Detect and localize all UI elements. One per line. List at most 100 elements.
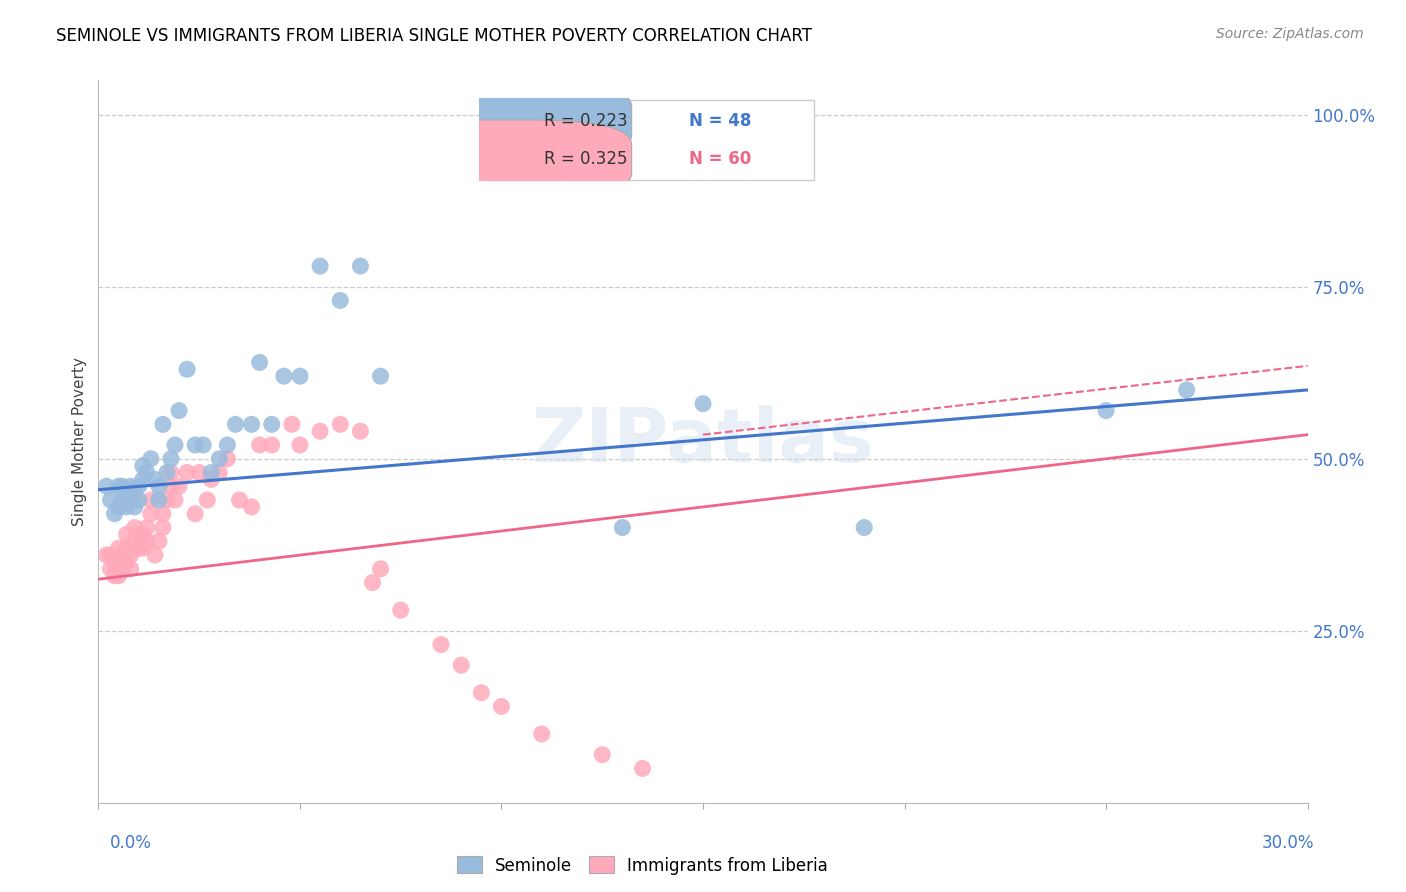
Point — [329, 293, 352, 308]
Point — [152, 507, 174, 521]
Point — [111, 493, 134, 508]
Point — [132, 458, 155, 473]
Point — [470, 686, 492, 700]
Point — [132, 541, 155, 556]
Point — [430, 638, 453, 652]
Point — [1175, 383, 1198, 397]
Point — [370, 562, 392, 576]
Point — [184, 507, 207, 521]
Point — [349, 424, 371, 438]
Point — [249, 355, 271, 369]
Point — [692, 397, 714, 411]
Point — [228, 493, 250, 508]
Point — [107, 555, 129, 569]
Point — [152, 417, 174, 432]
Point — [217, 451, 239, 466]
Point — [156, 466, 179, 480]
Point — [107, 500, 129, 514]
Point — [124, 486, 146, 500]
Point — [120, 493, 142, 508]
Point — [288, 369, 311, 384]
Point — [100, 548, 122, 562]
Point — [160, 479, 183, 493]
Point — [309, 424, 332, 438]
Point — [115, 527, 138, 541]
Text: SEMINOLE VS IMMIGRANTS FROM LIBERIA SINGLE MOTHER POVERTY CORRELATION CHART: SEMINOLE VS IMMIGRANTS FROM LIBERIA SING… — [56, 27, 813, 45]
Text: 0.0%: 0.0% — [110, 834, 152, 852]
Point — [612, 520, 634, 534]
Point — [124, 534, 146, 549]
Point — [111, 562, 134, 576]
Point — [184, 438, 207, 452]
Point — [124, 500, 146, 514]
Point — [115, 500, 138, 514]
Point — [143, 472, 166, 486]
Point — [111, 548, 134, 562]
Point — [128, 479, 150, 493]
Point — [249, 438, 271, 452]
Point — [163, 493, 186, 508]
Text: Source: ZipAtlas.com: Source: ZipAtlas.com — [1216, 27, 1364, 41]
Point — [240, 500, 263, 514]
Point — [273, 369, 295, 384]
Point — [208, 466, 231, 480]
Point — [240, 417, 263, 432]
Point — [200, 472, 222, 486]
Point — [120, 479, 142, 493]
Point — [260, 438, 283, 452]
Point — [100, 562, 122, 576]
Point — [107, 568, 129, 582]
Point — [288, 438, 311, 452]
Point — [103, 507, 125, 521]
Point — [631, 761, 654, 775]
Point — [450, 658, 472, 673]
Text: ZIPatlas: ZIPatlas — [531, 405, 875, 478]
Point — [370, 369, 392, 384]
Point — [107, 541, 129, 556]
Point — [167, 403, 190, 417]
Point — [281, 417, 304, 432]
Point — [361, 575, 384, 590]
Point — [591, 747, 613, 762]
Point — [193, 438, 215, 452]
Point — [96, 479, 118, 493]
Point — [135, 534, 157, 549]
Point — [139, 507, 162, 521]
Point — [491, 699, 513, 714]
Point — [163, 438, 186, 452]
Point — [200, 466, 222, 480]
Point — [124, 520, 146, 534]
Point — [143, 548, 166, 562]
Point — [132, 527, 155, 541]
Point — [103, 568, 125, 582]
Point — [156, 493, 179, 508]
Point — [224, 417, 246, 432]
Point — [120, 548, 142, 562]
Point — [260, 417, 283, 432]
Point — [329, 417, 352, 432]
Point — [128, 527, 150, 541]
Point — [160, 466, 183, 480]
Point — [135, 466, 157, 480]
Y-axis label: Single Mother Poverty: Single Mother Poverty — [72, 357, 87, 526]
Legend: Seminole, Immigrants from Liberia: Seminole, Immigrants from Liberia — [450, 850, 835, 881]
Point — [208, 451, 231, 466]
Point — [132, 472, 155, 486]
Point — [96, 548, 118, 562]
Text: 30.0%: 30.0% — [1263, 834, 1315, 852]
Point — [148, 534, 170, 549]
Point — [115, 541, 138, 556]
Point — [120, 562, 142, 576]
Point — [107, 479, 129, 493]
Point — [349, 259, 371, 273]
Point — [100, 493, 122, 508]
Point — [195, 493, 218, 508]
Point — [167, 479, 190, 493]
Point — [530, 727, 553, 741]
Point — [309, 259, 332, 273]
Point — [115, 555, 138, 569]
Point — [389, 603, 412, 617]
Point — [176, 362, 198, 376]
Point — [135, 520, 157, 534]
Point — [103, 555, 125, 569]
